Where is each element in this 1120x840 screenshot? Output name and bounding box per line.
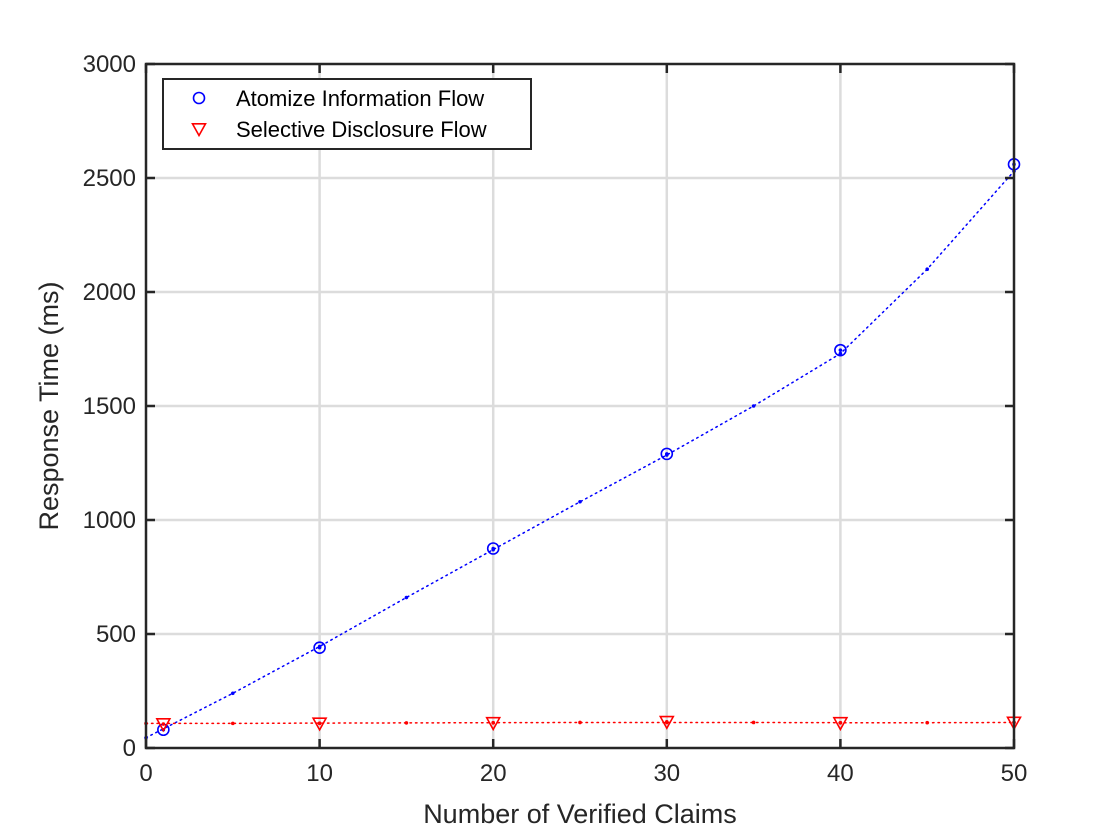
- x-tick-label: 40: [827, 760, 854, 787]
- series-fit-point: [578, 720, 582, 725]
- x-tick-label: 30: [653, 760, 680, 787]
- legend-label: Selective Disclosure Flow: [236, 117, 487, 142]
- x-axis-label: Number of Verified Claims: [423, 799, 737, 829]
- series-fit-point: [404, 595, 409, 600]
- series-marker: [486, 542, 500, 555]
- y-tick-label: 3000: [83, 51, 136, 78]
- series-fit-point: [404, 721, 409, 725]
- series-marker: [832, 716, 849, 732]
- series-marker-dot: [317, 645, 322, 650]
- legend-box: [162, 78, 532, 150]
- series-fit-point: [751, 404, 756, 408]
- series-marker: [658, 715, 675, 730]
- x-tick-label: 50: [1001, 760, 1028, 787]
- series-marker-dot: [491, 721, 496, 725]
- y-tick-label: 500: [96, 621, 136, 648]
- y-tick-label: 2000: [83, 279, 136, 306]
- y-tick-label: 1000: [83, 507, 136, 534]
- series-marker-dot: [838, 348, 843, 352]
- legend-label: Atomize Information Flow: [236, 86, 484, 111]
- series-fit-point: [925, 720, 929, 725]
- series-marker-dot: [665, 452, 669, 456]
- legend: Atomize Information Flow Selective Disclo…: [162, 78, 532, 150]
- series-marker: [485, 716, 502, 732]
- series-marker-dot: [838, 721, 843, 725]
- y-tick-label: 0: [123, 735, 136, 762]
- y-tick-label: 2500: [83, 165, 136, 192]
- grid: [146, 64, 1014, 748]
- legend-marker: [191, 123, 207, 138]
- legend-marker: [192, 91, 206, 105]
- series-marker: [313, 641, 326, 654]
- series-fit-point: [925, 267, 929, 272]
- series-fit-point: [231, 691, 235, 696]
- x-tick-label: 20: [480, 760, 507, 787]
- series-fit-point: [751, 720, 756, 725]
- series-fit-point: [231, 721, 235, 726]
- series-marker-dot: [491, 546, 496, 551]
- x-tick-label: 10: [306, 760, 333, 787]
- series-marker: [311, 717, 328, 732]
- series-fit-point: [578, 499, 582, 504]
- series-marker: [155, 718, 172, 733]
- series-marker-dot: [665, 719, 669, 724]
- series-marker-dot: [317, 721, 322, 726]
- series-marker: [834, 343, 847, 357]
- y-axis-label: Response Time (ms): [34, 281, 64, 530]
- ticks: [144, 62, 1016, 750]
- series-marker-dot: [161, 722, 166, 726]
- y-tick-label: 1500: [83, 393, 136, 420]
- x-tick-label: 0: [139, 760, 152, 787]
- series-marker: [660, 447, 674, 461]
- series-fit-point: [838, 351, 843, 356]
